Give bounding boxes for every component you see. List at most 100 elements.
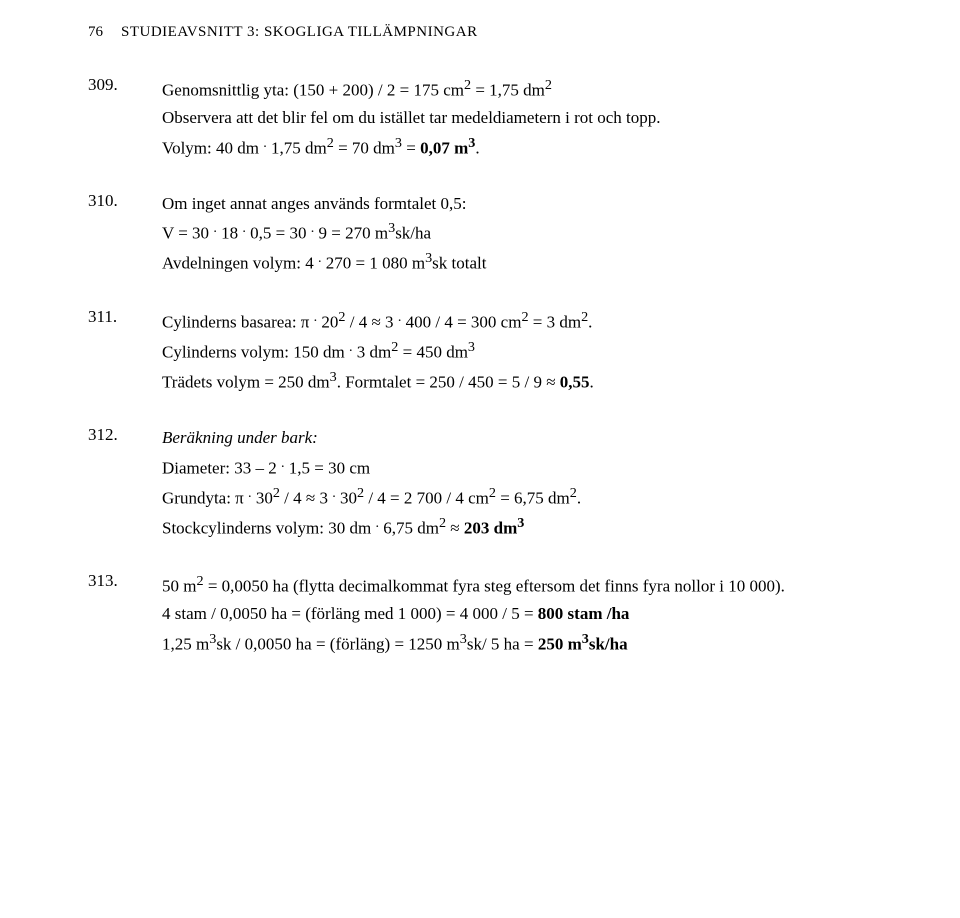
sup: 2 (521, 309, 528, 325)
line: Diameter: 33 – 2 . 1,5 = 30 cm (162, 453, 581, 481)
line: Beräkning under bark: (162, 425, 581, 451)
text: 250 m (538, 634, 582, 653)
header-title: STUDIEAVSNITT 3: SKOGLIGA TILLÄMPNINGAR (121, 24, 478, 41)
text: Avdelningen volym: 4 (162, 254, 318, 273)
text: = 3 dm (529, 312, 582, 331)
line: Volym: 40 dm . 1,75 dm2 = 70 dm3 = 0,07 … (162, 133, 661, 161)
problem-number: 310. (88, 191, 128, 211)
text: 6,75 dm (379, 519, 439, 538)
text: sk/ha (395, 224, 431, 243)
text: Genomsnittlig yta: (150 + 200) / 2 = 175… (162, 81, 464, 100)
text: 3 dm (353, 342, 392, 361)
text: 400 / 4 = 300 cm (401, 312, 521, 331)
text: Diameter: 33 – 2 (162, 458, 281, 477)
sup: 2 (545, 77, 552, 93)
text: sk/ha (589, 634, 628, 653)
sup: 2 (570, 485, 577, 501)
problem-310: 310. Om inget annat anges används formta… (88, 191, 888, 279)
line: Cylinderns basarea: π . 202 / 4 ≈ 3 . 40… (162, 307, 594, 335)
text: . (590, 373, 594, 392)
problem-number: 312. (88, 425, 128, 445)
problem-body: Cylinderns basarea: π . 202 / 4 ≈ 3 . 40… (162, 307, 594, 397)
text: . Formtalet = 250 / 450 = 5 / 9 ≈ (337, 373, 560, 392)
problem-311: 311. Cylinderns basarea: π . 202 / 4 ≈ 3… (88, 307, 888, 397)
problem-number: 313. (88, 571, 128, 591)
sup: 3 (330, 369, 337, 385)
page: 76 STUDIEAVSNITT 3: SKOGLIGA TILLÄMPNING… (0, 0, 960, 918)
sup: 2 (196, 573, 203, 589)
line: Cylinderns volym: 150 dm . 3 dm2 = 450 d… (162, 337, 594, 365)
sup: 2 (327, 135, 334, 151)
text: Cylinderns basarea: π (162, 312, 314, 331)
problem-body: Beräkning under bark: Diameter: 33 – 2 .… (162, 425, 581, 543)
text: = 1,75 dm (471, 81, 545, 100)
text: Volym: 40 dm (162, 138, 263, 157)
sup: 2 (273, 485, 280, 501)
page-number: 76 (88, 24, 103, 41)
sup: 3 (395, 135, 402, 151)
text: 270 = 1 080 m (322, 254, 426, 273)
problem-body: Genomsnittlig yta: (150 + 200) / 2 = 175… (162, 75, 661, 163)
text: sk totalt (432, 254, 486, 273)
line: 1,25 m3sk / 0,0050 ha = (förläng) = 1250… (162, 629, 785, 657)
text: 800 stam /ha (538, 604, 630, 623)
line: Grundyta: π . 302 / 4 ≈ 3 . 302 / 4 = 2 … (162, 483, 581, 511)
text: Trädets volym = 250 dm (162, 373, 330, 392)
text: 0,07 m (420, 138, 468, 157)
text: V = 30 (162, 224, 213, 243)
problem-number: 311. (88, 307, 128, 327)
text: = (402, 138, 420, 157)
line: Genomsnittlig yta: (150 + 200) / 2 = 175… (162, 75, 661, 103)
text: . (475, 138, 479, 157)
text: / 4 ≈ 3 (280, 488, 332, 507)
text: / 4 ≈ 3 (346, 312, 398, 331)
line: Stockcylinderns volym: 30 dm . 6,75 dm2 … (162, 513, 581, 541)
text: 1,5 = 30 cm (285, 458, 371, 477)
text: 30 (252, 488, 273, 507)
text: Cylinderns volym: 150 dm (162, 342, 349, 361)
sup: 2 (489, 485, 496, 501)
problem-312: 312. Beräkning under bark: Diameter: 33 … (88, 425, 888, 543)
text: 18 (217, 224, 243, 243)
text: = 70 dm (334, 138, 395, 157)
text: / 4 = 2 700 / 4 cm (364, 488, 489, 507)
line: 4 stam / 0,0050 ha = (förläng med 1 000)… (162, 601, 785, 627)
text: 20 (317, 312, 338, 331)
sup: 3 (582, 631, 589, 647)
text: . (588, 312, 592, 331)
text: 203 dm (464, 519, 517, 538)
text: 50 m (162, 577, 196, 596)
text: 4 stam / 0,0050 ha = (förläng med 1 000)… (162, 604, 538, 623)
sup: 2 (338, 309, 345, 325)
text: Grundyta: π (162, 488, 248, 507)
problem-309: 309. Genomsnittlig yta: (150 + 200) / 2 … (88, 75, 888, 163)
problem-number: 309. (88, 75, 128, 95)
sup: 3 (460, 631, 467, 647)
line: Observera att det blir fel om du iställe… (162, 105, 661, 131)
text: sk/ 5 ha = (467, 634, 538, 653)
line: Avdelningen volym: 4 . 270 = 1 080 m3sk … (162, 248, 486, 276)
line: Om inget annat anges används formtalet 0… (162, 191, 486, 217)
problem-body: Om inget annat anges används formtalet 0… (162, 191, 486, 279)
sup: 2 (439, 515, 446, 531)
text: 1,75 dm (267, 138, 327, 157)
text: Stockcylinderns volym: 30 dm (162, 519, 375, 538)
text: 9 = 270 m (314, 224, 388, 243)
sup: 3 (517, 515, 524, 531)
line: Trädets volym = 250 dm3. Formtalet = 250… (162, 367, 594, 395)
text: sk / 0,0050 ha = (förläng) = 1250 m (216, 634, 459, 653)
page-header: 76 STUDIEAVSNITT 3: SKOGLIGA TILLÄMPNING… (88, 24, 888, 41)
problem-313: 313. 50 m2 = 0,0050 ha (flytta decimalko… (88, 571, 888, 659)
text: . (577, 488, 581, 507)
text: = 450 dm (398, 342, 468, 361)
line: 50 m2 = 0,0050 ha (flytta decimalkommat … (162, 571, 785, 599)
text: 0,55 (560, 373, 590, 392)
text: 1,25 m (162, 634, 209, 653)
problem-body: 50 m2 = 0,0050 ha (flytta decimalkommat … (162, 571, 785, 659)
text: = 6,75 dm (496, 488, 570, 507)
text: 30 (336, 488, 357, 507)
text: = 0,0050 ha (flytta decimalkommat fyra s… (204, 577, 785, 596)
text: 0,5 = 30 (246, 224, 311, 243)
sup: 3 (468, 339, 475, 355)
text: ≈ (446, 519, 464, 538)
